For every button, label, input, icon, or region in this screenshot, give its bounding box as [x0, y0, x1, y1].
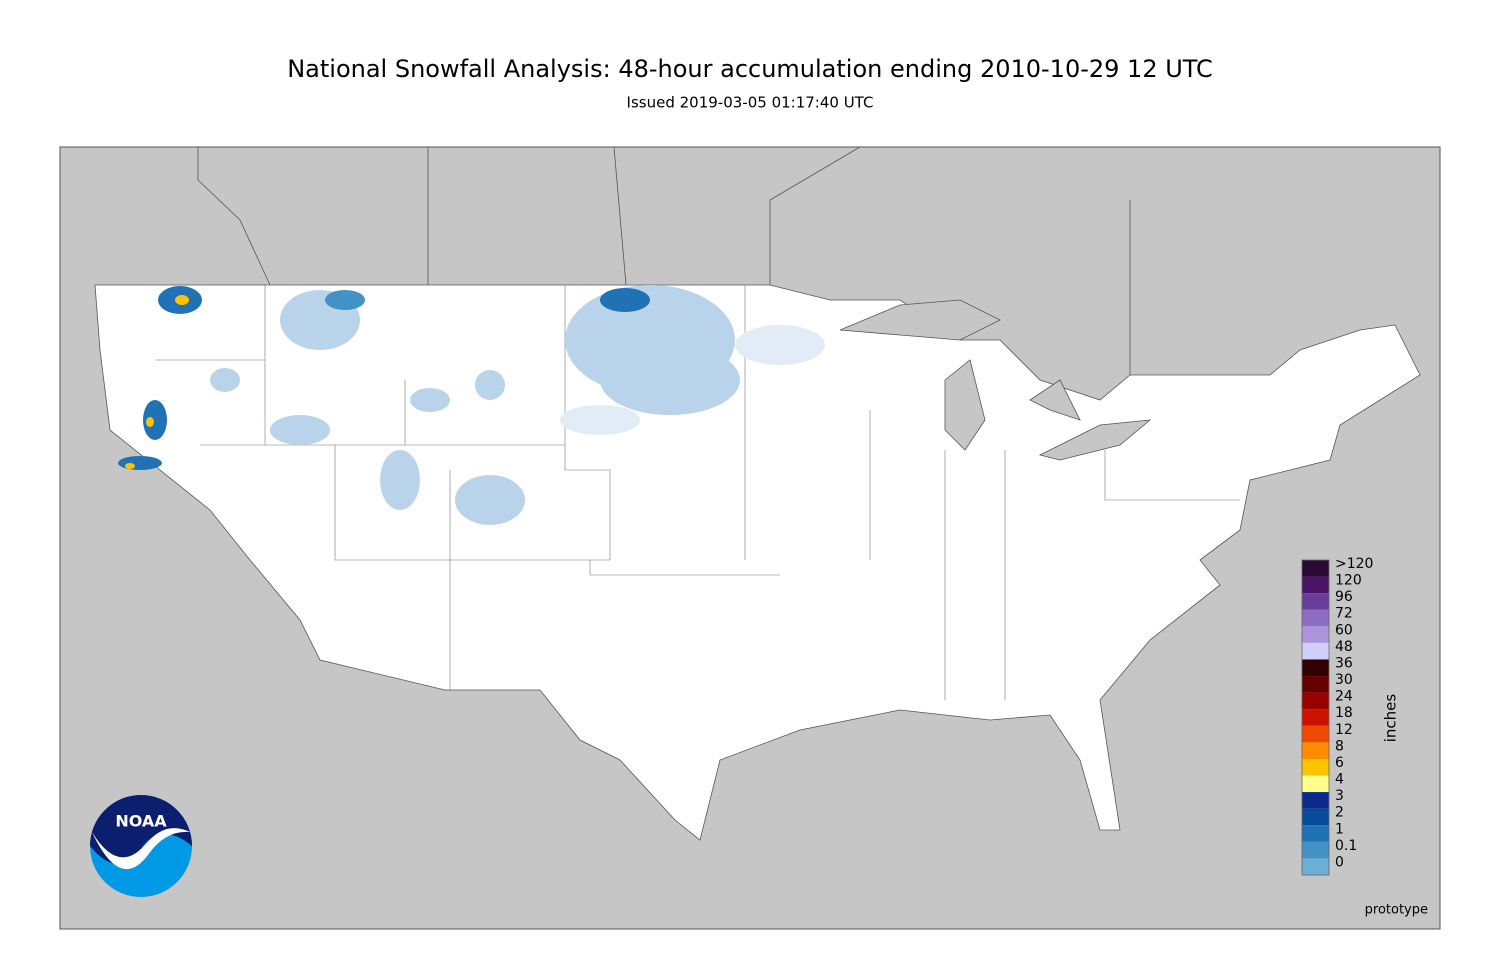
colorbar-box	[1302, 676, 1329, 693]
colorbar-tick-label: 0	[1335, 854, 1344, 870]
colorbar-tick-label: 48	[1335, 639, 1353, 655]
colorbar-box	[1302, 792, 1329, 809]
colorbar-box	[1302, 626, 1329, 643]
colorbar-box	[1302, 692, 1329, 710]
colorbar-box	[1302, 841, 1329, 859]
colorbar-box	[1302, 642, 1329, 660]
colorbar-tick-label: 0.1	[1335, 838, 1357, 854]
colorbar-tick-label: 72	[1335, 606, 1353, 622]
borders	[197, 146, 1420, 380]
great-lakes	[839, 299, 1152, 461]
colorbar-tick-label: 96	[1335, 589, 1353, 605]
colorbar-tick-label: 2	[1335, 805, 1344, 821]
colorbar-box	[1302, 659, 1329, 677]
colorbar-outline	[1301, 559, 1330, 876]
colorbar-tick-label: >120	[1335, 556, 1373, 572]
colorbar-tick-label: 24	[1335, 689, 1353, 705]
colorbar-label: inches	[1382, 694, 1400, 743]
colorbar-tick-label: 30	[1335, 672, 1353, 688]
colorbar-box	[1302, 742, 1329, 759]
us-land	[94, 284, 1421, 841]
colorbar-tick-label: 36	[1335, 655, 1353, 671]
colorbar-tick-label: 4	[1335, 772, 1344, 788]
colorbar-box	[1302, 725, 1329, 743]
title: National Snowfall Analysis: 48-hour accu…	[287, 55, 1213, 83]
colorbar-tick-label: 6	[1335, 755, 1344, 771]
subtitle: Issued 2019-03-05 01:17:40 UTC	[627, 94, 874, 112]
colorbar-box	[1302, 576, 1329, 594]
state-lines	[155, 285, 1240, 700]
logo-text: NOAA	[115, 812, 167, 831]
footer: prototype	[1365, 903, 1428, 918]
snow-areas	[118, 285, 825, 525]
colorbar-tick-label: 8	[1335, 738, 1344, 754]
colorbar-box	[1302, 560, 1329, 577]
colorbar-box	[1302, 858, 1329, 875]
colorbar-tick-label: 3	[1335, 788, 1344, 804]
colorbar-tick-label: 120	[1335, 573, 1362, 589]
colorbar-tick-label: 1	[1335, 821, 1344, 837]
colorbar-box	[1302, 808, 1329, 826]
colorbar-tick-label: 18	[1335, 705, 1353, 721]
colorbar-box	[1302, 709, 1329, 726]
colorbar-box	[1302, 775, 1329, 793]
colorbar-box	[1302, 593, 1329, 610]
colorbar-tick-label: 60	[1335, 622, 1353, 638]
noaa-logo: NOAA	[90, 795, 192, 897]
colorbar-box	[1302, 609, 1329, 627]
colorbar-box	[1302, 758, 1329, 776]
colorbar-tick-label: 12	[1335, 722, 1353, 738]
colorbar-box	[1302, 825, 1329, 842]
